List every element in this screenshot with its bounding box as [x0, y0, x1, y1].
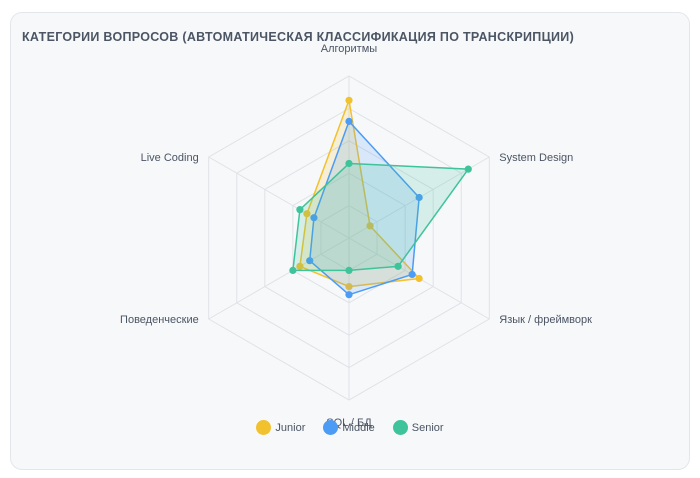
- data-point-junior[interactable]: [345, 283, 353, 291]
- data-point-middle[interactable]: [408, 270, 416, 279]
- data-point-junior[interactable]: [345, 96, 353, 104]
- data-point-junior[interactable]: [296, 262, 304, 270]
- data-point-junior[interactable]: [366, 222, 374, 230]
- data-point-senior[interactable]: [345, 159, 353, 168]
- legend-label: Middle: [342, 421, 375, 434]
- data-point-senior[interactable]: [345, 266, 353, 274]
- data-point-senior[interactable]: [289, 266, 297, 274]
- grid-spoke: [208, 156, 350, 239]
- data-point-senior[interactable]: [296, 206, 304, 214]
- axis-label: Live Coding: [141, 152, 199, 164]
- data-point-middle[interactable]: [306, 257, 314, 265]
- data-point-senior[interactable]: [394, 262, 402, 270]
- chart-legend: Junior Middle Senior: [0, 420, 700, 435]
- data-point-junior[interactable]: [303, 210, 311, 218]
- axis-label: Алгоритмы: [321, 43, 378, 55]
- grid-spoke: [208, 237, 350, 320]
- axis-label: Поведенческие: [120, 314, 199, 326]
- data-point-middle[interactable]: [345, 117, 353, 125]
- data-point-middle[interactable]: [415, 193, 423, 202]
- legend-label: Senior: [411, 421, 444, 434]
- legend-label: Junior: [275, 421, 306, 434]
- legend-item-senior[interactable]: Senior: [392, 420, 444, 435]
- axis-label: System Design: [499, 152, 573, 164]
- chart-title: КАТЕГОРИИ ВОПРОСОВ (АВТОМАТИЧЕСКАЯ КЛАСС…: [22, 30, 575, 44]
- radar-series: [289, 96, 472, 299]
- legend-swatch: [392, 420, 408, 435]
- data-point-junior[interactable]: [415, 274, 423, 283]
- legend-swatch: [256, 420, 272, 435]
- axis-label: Язык / фреймворк: [499, 314, 592, 326]
- legend-swatch: [323, 420, 339, 435]
- data-point-middle[interactable]: [310, 214, 318, 222]
- chart-card: [10, 12, 690, 470]
- data-point-senior[interactable]: [464, 165, 472, 173]
- legend-item-middle[interactable]: Middle: [323, 420, 375, 435]
- data-point-middle[interactable]: [345, 291, 353, 299]
- legend-item-junior[interactable]: Junior: [256, 420, 305, 435]
